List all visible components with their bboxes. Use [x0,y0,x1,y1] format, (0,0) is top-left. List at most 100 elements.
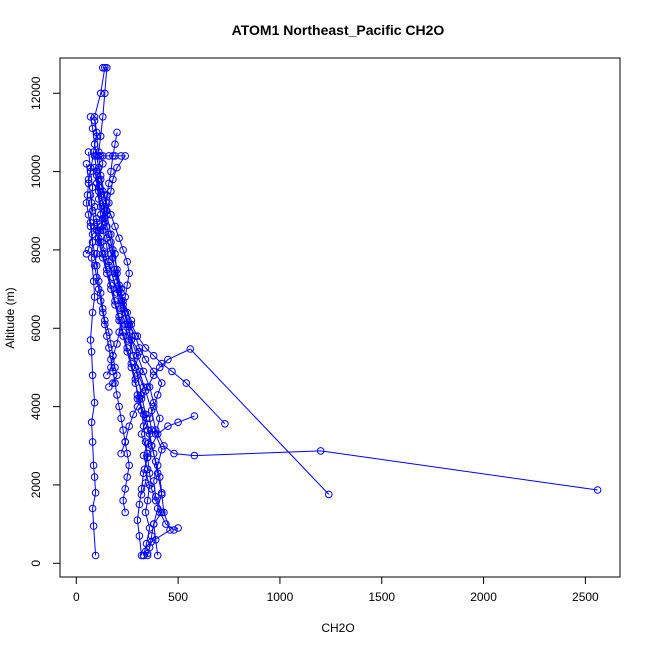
data-point [111,265,119,274]
data-point [111,379,119,387]
data-point [109,351,117,360]
x-tick-label: 2000 [470,590,497,604]
data-point [145,414,154,423]
data-point [84,210,93,219]
data-point [156,473,164,481]
data-point [174,418,182,427]
data-point [158,359,166,368]
data-point [107,167,115,176]
data-point [107,250,115,258]
data-point [119,297,127,305]
data-point [92,250,101,258]
data-point [182,379,191,387]
data-point [88,504,97,513]
data-point [143,465,152,474]
data-point [105,179,113,188]
data-point [101,214,109,223]
data-point [160,508,168,517]
data-point [143,383,152,391]
data-point [107,285,115,293]
data-point [94,187,103,195]
data-point [101,320,109,329]
data-point [103,269,111,278]
data-point [174,524,182,532]
data-point [170,449,178,458]
data-point [125,336,133,344]
data-point [135,395,144,403]
y-axis: 0 2000 4000 6000 8000 10000 12000 [29,76,61,567]
data-point [101,89,109,98]
data-point [125,328,133,337]
data-point [103,242,111,250]
data-point [121,293,129,301]
data-point [133,516,142,525]
data-point [90,113,99,121]
data-series [90,163,602,494]
data-point [158,379,166,387]
data-point [84,148,93,156]
data-point [123,473,131,481]
x-tick-label: 0 [73,590,80,604]
y-tick-label: 6000 [29,315,43,342]
data-point [158,489,166,497]
data-point [147,426,156,434]
data-point [164,355,172,364]
data-point [151,426,160,434]
data-point [99,64,107,72]
data-point [99,113,107,121]
data-point [325,490,333,499]
series-line [86,163,163,557]
data-point [168,367,176,376]
data-point [84,175,93,184]
data-point [96,132,105,141]
data-point [90,293,99,301]
data-point [137,485,146,493]
x-tick-label: 2500 [572,590,599,604]
y-tick-label: 12000 [29,76,43,110]
data-point [88,207,97,215]
data-point [101,64,109,72]
data-point [316,447,325,455]
data-point [147,442,156,450]
data-point [139,367,148,376]
data-point [99,253,107,262]
data-point [92,179,101,188]
data-point [105,383,113,391]
data-point [153,504,162,513]
data-series [86,113,133,380]
data-point [107,355,115,364]
x-tick-label: 1500 [368,590,395,604]
data-point [145,543,154,552]
data-point [149,351,158,360]
data-point [153,430,162,438]
data-point [117,289,125,297]
data-point [99,308,107,317]
data-point [149,402,158,411]
data-point [149,367,158,376]
data-point [123,281,131,290]
series-layer [82,64,602,560]
data-point [111,301,119,309]
data-point [105,328,113,337]
data-point [186,345,195,353]
data-point [153,391,162,399]
data-point [153,551,162,560]
data-point [149,520,158,528]
data-point [119,496,127,505]
data-point [111,222,119,231]
data-point [170,526,178,534]
data-point [119,426,127,434]
data-point [151,496,160,505]
data-point [121,508,129,517]
data-point [162,520,170,528]
series-line [96,218,163,495]
data-point [99,187,107,195]
series-line [94,167,598,491]
y-tick-label: 10000 [29,155,43,189]
data-point [141,547,150,556]
data-point [164,422,172,431]
data-point [92,261,101,270]
data-point [133,351,142,360]
y-axis-label: Altitude (m) [3,287,17,348]
data-point [117,152,125,160]
